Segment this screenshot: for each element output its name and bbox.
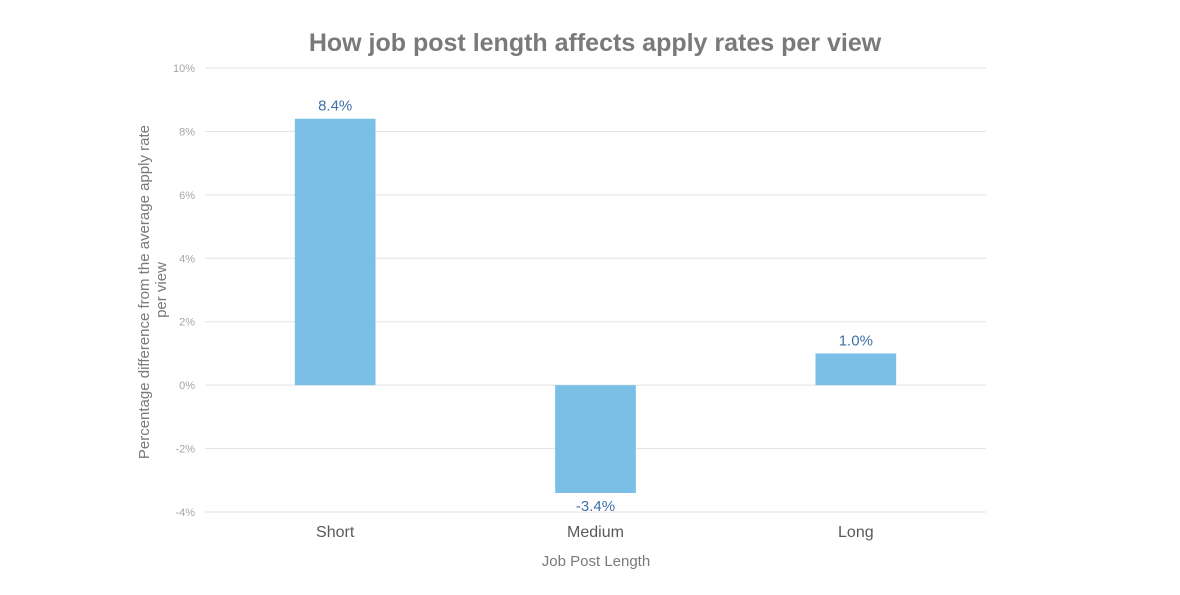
bar-short bbox=[294, 118, 376, 386]
data-label-long: 1.0% bbox=[839, 332, 873, 349]
x-tick-label-short: Short bbox=[316, 524, 355, 541]
data-label-short: 8.4% bbox=[318, 98, 352, 115]
data-labels: 8.4% -3.4% 1.0% bbox=[318, 98, 873, 515]
y-tick-label: -2% bbox=[175, 444, 195, 456]
y-axis-label: Percentage difference from the average a… bbox=[136, 121, 170, 459]
y-tick-label: 8% bbox=[179, 126, 195, 138]
y-tick-label: -4% bbox=[175, 507, 195, 519]
y-tick-label: 10% bbox=[173, 63, 195, 75]
bar-medium bbox=[555, 385, 636, 493]
y-axis-label-line-2: per view bbox=[153, 262, 170, 318]
x-axis-ticks: Short Medium Long bbox=[316, 524, 874, 541]
x-tick-label-long: Long bbox=[838, 524, 874, 541]
data-label-medium: -3.4% bbox=[576, 498, 615, 515]
y-tick-label: 4% bbox=[179, 253, 195, 265]
x-axis-label: Job Post Length bbox=[542, 553, 650, 570]
bars bbox=[294, 118, 897, 493]
y-axis-label-line-1: Percentage difference from the average a… bbox=[136, 125, 153, 459]
bar-long bbox=[815, 353, 897, 386]
y-tick-label: 0% bbox=[179, 380, 195, 392]
chart-title: How job post length affects apply rates … bbox=[309, 29, 882, 57]
x-tick-label-medium: Medium bbox=[567, 524, 624, 541]
y-tick-label: 6% bbox=[179, 190, 195, 202]
y-axis-ticks: 10% 8% 6% 4% 2% 0% -2% -4% bbox=[173, 63, 195, 519]
y-tick-label: 2% bbox=[179, 317, 195, 329]
